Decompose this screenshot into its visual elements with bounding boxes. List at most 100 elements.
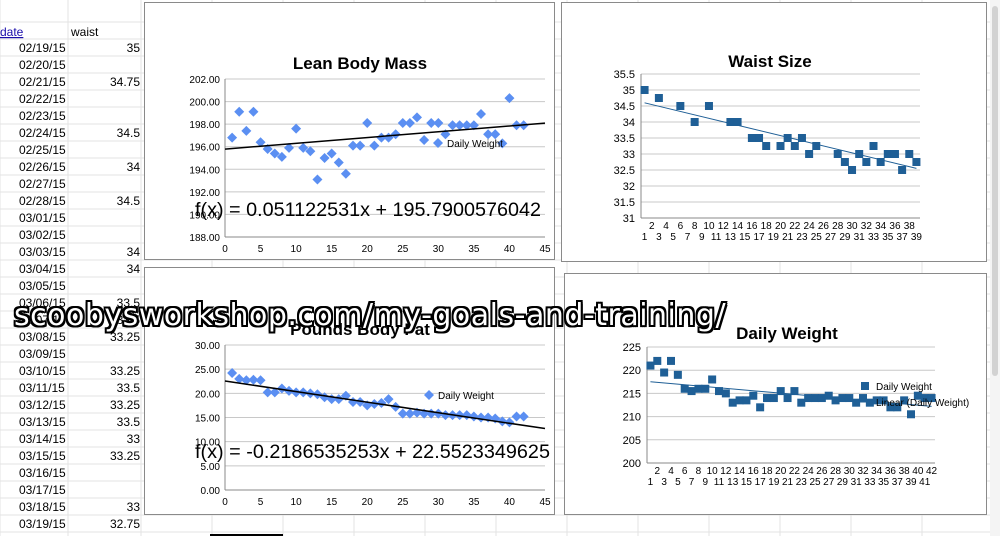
y-tick-label: 0.00 xyxy=(201,486,221,497)
c1-point xyxy=(747,134,756,142)
x-tick-label: 35 xyxy=(882,232,894,243)
x-tick-label: 35 xyxy=(468,497,480,508)
x-tick-label: 45 xyxy=(539,244,551,255)
cell-date: 02/23/15 xyxy=(19,109,66,123)
c0-point xyxy=(504,93,515,104)
cell-waist: 33.5 xyxy=(117,415,141,429)
cell-waist: 35 xyxy=(127,41,141,55)
c0-point xyxy=(362,118,373,129)
cell-waist: 33.5 xyxy=(117,381,141,395)
x-tick-label: 34 xyxy=(875,221,887,232)
c0-point xyxy=(390,129,401,140)
c1-point xyxy=(676,102,685,110)
chart-waist-size[interactable]: Waist Size 31 31.5 32 32.5 33 33.5 34 34.5 35 35.5… xyxy=(561,2,987,262)
x-tick-label: 10 xyxy=(291,497,303,508)
x-tick-label: 27 xyxy=(823,477,835,488)
cell-date: 03/18/15 xyxy=(19,500,66,514)
chart-daily-weight[interactable]: Daily Weight 200 205 210 215 220 225 2 4 6 8 10 12 14… xyxy=(564,273,987,515)
header-date-link[interactable]: date xyxy=(0,25,24,39)
y-tick-label: 5.00 xyxy=(201,462,221,473)
c3-point xyxy=(797,398,806,407)
x-tick-label: 28 xyxy=(832,221,844,232)
c3-point xyxy=(735,396,744,405)
y-tick-label: 34 xyxy=(623,117,635,129)
x-tick-label: 7 xyxy=(685,232,691,243)
x-tick-label: 25 xyxy=(811,232,823,243)
x-tick-label: 18 xyxy=(761,466,773,477)
c1-point xyxy=(848,166,857,174)
c3-point xyxy=(817,394,826,403)
x-tick-label: 13 xyxy=(727,477,739,488)
x-tick-label: 5 xyxy=(258,497,264,508)
cell-date: 03/19/15 xyxy=(19,517,66,531)
chart-pounds-body-fat[interactable]: Pounds Body Fat 0.00 5.00 10.00 15.00 20.00 25… xyxy=(144,267,555,515)
x-tick-label: 15 xyxy=(326,244,338,255)
x-tick-label: 22 xyxy=(789,221,801,232)
x-tick-label: 12 xyxy=(718,221,730,232)
x-tick-label: 11 xyxy=(714,477,725,488)
x-tick-label: 16 xyxy=(748,466,760,477)
y-tick-label: 220 xyxy=(623,365,641,377)
c0-point xyxy=(305,146,316,157)
c0-point xyxy=(397,118,408,129)
trendline xyxy=(650,381,932,407)
x-tick-label: 32 xyxy=(857,466,869,477)
trendline-equation: f(x) = -0.2186535253x + 22.5523349625 xyxy=(195,442,550,463)
c3-point xyxy=(763,394,771,403)
chart-title: Daily Weight xyxy=(736,324,838,343)
legend-label: Daily Weight xyxy=(876,382,932,393)
cell-date: 02/25/15 xyxy=(19,143,66,157)
x-tick-label: 28 xyxy=(830,466,842,477)
vertical-scrollbar[interactable] xyxy=(990,0,1000,536)
chart-lean-body-mass[interactable]: Lean Body Mass 188.00 190.00 192.00 194.00 19… xyxy=(144,2,555,260)
c0-point xyxy=(291,123,302,134)
cell-waist: 33.25 xyxy=(110,449,140,463)
x-tick-label: 17 xyxy=(753,232,765,243)
x-tick-label: 15 xyxy=(741,477,753,488)
c0-point xyxy=(497,138,508,149)
x-tick-label: 30 xyxy=(433,497,445,508)
c3-point xyxy=(886,403,895,412)
x-tick-label: 20 xyxy=(775,221,787,232)
scrollbar-thumb[interactable] xyxy=(992,6,998,376)
c3-point xyxy=(838,394,847,403)
c1-point xyxy=(883,150,892,158)
x-tick-label: 3 xyxy=(661,477,667,488)
c3-point xyxy=(845,394,854,403)
c0-point xyxy=(468,120,479,131)
x-tick-label: 14 xyxy=(734,466,746,477)
cell-waist: 33.25 xyxy=(110,364,140,378)
c3-point xyxy=(715,387,723,396)
cell-date: 02/24/15 xyxy=(19,126,66,140)
c2-point xyxy=(369,398,380,409)
c1-point xyxy=(855,150,864,158)
x-tick-label: 10 xyxy=(703,221,715,232)
y-tick-label: 20.00 xyxy=(195,389,220,400)
x-tick-label: 2 xyxy=(649,221,655,232)
x-tick-label: 6 xyxy=(682,466,688,477)
c1-point xyxy=(840,158,849,166)
c0-point xyxy=(248,106,259,117)
y-tick-label: 210 xyxy=(623,412,641,424)
c0-point xyxy=(461,120,472,131)
cell-waist: 34 xyxy=(127,245,141,259)
watermark-text: scoobysworkshop.com/my-goals-and-trainin… xyxy=(14,298,727,333)
y-tick-label: 215 xyxy=(623,388,641,400)
x-tick-label: 17 xyxy=(755,477,767,488)
x-tick-label: 5 xyxy=(675,477,681,488)
c3-point xyxy=(673,370,682,379)
chart-title: Pounds Body Fat xyxy=(290,320,430,339)
c0-point xyxy=(234,106,245,117)
x-tick-label: 35 xyxy=(468,244,480,255)
cell-date: 03/17/15 xyxy=(19,483,66,497)
c1-point xyxy=(797,134,806,142)
x-tick-label: 4 xyxy=(663,221,669,232)
c1-point xyxy=(905,150,914,158)
cell-date: 03/06/15 xyxy=(19,296,66,310)
x-tick-label: 32 xyxy=(861,221,873,232)
y-tick-label: 194.00 xyxy=(189,165,220,176)
x-tick-label: 30 xyxy=(433,244,445,255)
c2-point xyxy=(383,394,394,405)
cell-date: 02/20/15 xyxy=(19,58,66,72)
c0-point xyxy=(269,148,280,159)
